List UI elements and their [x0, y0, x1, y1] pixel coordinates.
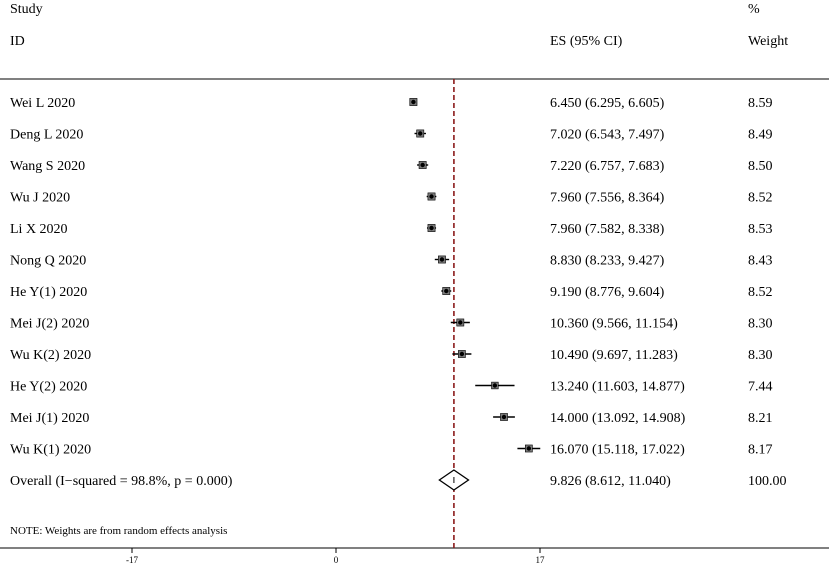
x-tick-label: 17 — [536, 555, 546, 565]
point-estimate — [429, 194, 434, 199]
weight-value: 8.49 — [748, 128, 773, 143]
es-value: 7.960 (7.556, 8.364) — [550, 191, 665, 206]
study-label: Wang S 2020 — [10, 159, 85, 174]
study-label: He Y(1) 2020 — [10, 285, 87, 300]
footnote: NOTE: Weights are from random effects an… — [10, 525, 227, 537]
study-label: Mei J(2) 2020 — [10, 317, 89, 332]
study-row: Wang S 2020 7.220 (6.757, 7.683) 8.50 — [10, 159, 773, 174]
weight-value: 8.43 — [748, 254, 773, 269]
study-label: Wu J 2020 — [10, 191, 70, 206]
x-axis-ticks: -17 0 17 — [126, 548, 545, 565]
weight-value: 8.50 — [748, 159, 773, 174]
overall-label: Overall (I−squared = 98.8%, p = 0.000) — [10, 474, 233, 489]
header-id: ID — [10, 34, 25, 49]
point-estimate — [411, 99, 416, 105]
overall-row: Overall (I−squared = 98.8%, p = 0.000) 9.… — [10, 469, 787, 491]
study-label: Wei L 2020 — [10, 96, 75, 111]
es-value: 13.240 (11.603, 14.877) — [550, 380, 685, 395]
weight-value: 8.30 — [748, 317, 773, 332]
study-label: Wu K(1) 2020 — [10, 443, 91, 458]
study-label: He Y(2) 2020 — [10, 380, 87, 395]
x-tick-label: 0 — [334, 555, 339, 565]
es-value: 10.490 (9.697, 11.283) — [550, 348, 678, 363]
es-value: 14.000 (13.092, 14.908) — [550, 411, 686, 426]
point-estimate — [418, 131, 423, 136]
es-value: 7.220 (6.757, 7.683) — [550, 159, 665, 174]
study-row: Mei J(1) 2020 14.000 (13.092, 14.908) 8.21 — [10, 411, 773, 426]
es-value: 16.070 (15.118, 17.022) — [550, 443, 685, 458]
point-estimate — [526, 446, 532, 451]
point-estimate — [492, 383, 498, 388]
es-value: 8.830 (8.233, 9.427) — [550, 254, 665, 269]
weight-value: 8.52 — [748, 191, 773, 206]
study-rows: Wei L 2020 6.450 (6.295, 6.605) 8.59 Deng L… — [10, 96, 773, 458]
es-value: 9.190 (8.776, 9.604) — [550, 285, 665, 300]
header-weight: Weight — [748, 34, 788, 49]
study-row: Mei J(2) 2020 10.360 (9.566, 11.154) 8.30 — [10, 317, 773, 332]
es-value: 7.020 (6.543, 7.497) — [550, 128, 665, 143]
header-study: Study — [10, 2, 43, 17]
weight-value: 8.30 — [748, 348, 773, 363]
study-row: He Y(1) 2020 9.190 (8.776, 9.604) 8.52 — [10, 285, 773, 300]
weight-value: 8.21 — [748, 411, 773, 426]
study-row: Nong Q 2020 8.830 (8.233, 9.427) 8.43 — [10, 254, 773, 269]
x-tick-label: -17 — [126, 555, 138, 565]
study-row: Li X 2020 7.960 (7.582, 8.338) 8.53 — [10, 222, 773, 237]
overall-es-value: 9.826 (8.612, 11.040) — [550, 474, 671, 489]
study-row: Wu K(1) 2020 16.070 (15.118, 17.022) 8.17 — [10, 443, 773, 458]
es-value: 10.360 (9.566, 11.154) — [550, 317, 678, 332]
weight-value: 8.53 — [748, 222, 773, 237]
overall-weight-value: 100.00 — [748, 474, 787, 489]
point-estimate — [439, 257, 445, 262]
point-estimate — [501, 414, 507, 420]
point-estimate — [429, 225, 434, 231]
study-label: Wu K(2) 2020 — [10, 348, 91, 363]
study-row: Wu J 2020 7.960 (7.556, 8.364) 8.52 — [10, 191, 773, 206]
weight-value: 8.52 — [748, 285, 773, 300]
study-label: Deng L 2020 — [10, 128, 83, 143]
point-estimate — [458, 320, 463, 325]
study-row: Wu K(2) 2020 10.490 (9.697, 11.283) 8.30 — [10, 348, 773, 363]
study-row: Wei L 2020 6.450 (6.295, 6.605) 8.59 — [10, 96, 773, 111]
point-estimate — [459, 351, 465, 357]
weight-value: 8.59 — [748, 96, 773, 111]
study-label: Nong Q 2020 — [10, 254, 86, 269]
es-value: 6.450 (6.295, 6.605) — [550, 96, 665, 111]
header-es: ES (95% CI) — [550, 34, 623, 49]
weight-value: 8.17 — [748, 443, 773, 458]
study-row: He Y(2) 2020 13.240 (11.603, 14.877) 7.44 — [10, 380, 773, 395]
es-value: 7.960 (7.582, 8.338) — [550, 222, 665, 237]
point-estimate — [420, 162, 425, 168]
study-label: Li X 2020 — [10, 222, 68, 237]
weight-value: 7.44 — [748, 380, 773, 395]
study-label: Mei J(1) 2020 — [10, 411, 89, 426]
study-row: Deng L 2020 7.020 (6.543, 7.497) 8.49 — [10, 128, 773, 143]
header-percent: % — [748, 2, 760, 17]
point-estimate — [444, 288, 449, 294]
